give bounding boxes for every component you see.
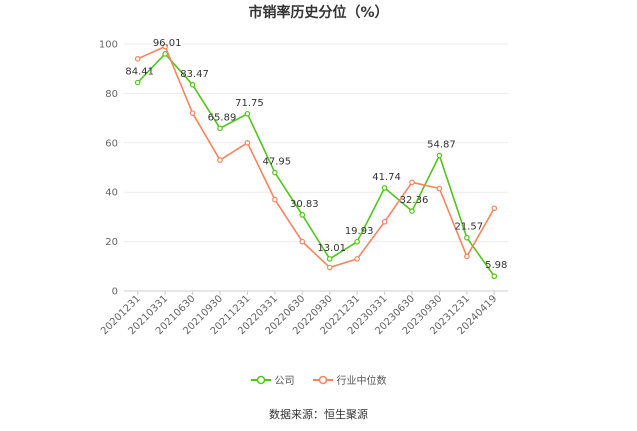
data-point-company <box>217 125 223 132</box>
legend-item-industry-median[interactable]: 行业中位数 <box>312 372 387 387</box>
chart-title: 市销率历史分位（%） <box>248 5 389 21</box>
series-line-company <box>137 53 495 277</box>
data-point-company <box>299 212 306 218</box>
data-point-company <box>491 273 498 280</box>
y-tick-label: 80 <box>105 89 118 100</box>
y-tick-label: 40 <box>105 188 118 199</box>
data-point-company <box>326 256 333 262</box>
data-point-company <box>189 82 196 88</box>
legend-line-orange-icon <box>312 375 333 384</box>
data-point-industry-median <box>162 43 168 50</box>
legend-label-industry-median: 行业中位数 <box>336 376 387 387</box>
y-tick-label: 20 <box>105 237 118 248</box>
data-point-industry-median <box>189 110 196 116</box>
data-point-industry-median <box>436 185 443 192</box>
data-label: 71.75 <box>235 98 264 109</box>
data-point-industry-median <box>464 253 470 260</box>
data-label: 32.36 <box>400 195 429 206</box>
y-tick-label: 100 <box>99 40 118 51</box>
data-label: 47.95 <box>263 157 292 168</box>
data-point-company <box>381 185 388 191</box>
data-label: 30.83 <box>290 199 319 210</box>
data-point-industry-median <box>409 179 415 186</box>
data-label: 41.74 <box>372 172 401 183</box>
data-label: 21.57 <box>455 222 484 233</box>
series-layer <box>134 43 498 280</box>
legend-item-company[interactable]: 公司 <box>250 372 295 387</box>
data-point-industry-median <box>272 196 278 203</box>
data-label: 83.47 <box>180 69 209 80</box>
data-point-industry-median <box>381 219 388 225</box>
data-point-company <box>436 152 443 159</box>
data-point-industry-median <box>244 140 251 146</box>
data-point-industry-median <box>134 56 141 62</box>
legend: 公司 行业中位数 <box>0 372 637 387</box>
data-point-industry-median <box>326 264 333 271</box>
data-point-company <box>272 169 278 176</box>
label-layer: 84.41 96.01 83.47 65.89 71.75 47.95 30.83 13.01… <box>125 38 507 271</box>
series-line-industry-median <box>137 45 495 269</box>
y-tick-label: 0 <box>112 287 118 298</box>
data-label: 19.93 <box>345 226 374 237</box>
data-point-company <box>354 238 360 245</box>
legend-label-company: 公司 <box>274 376 295 387</box>
data-point-industry-median <box>354 256 360 262</box>
data-label: 13.01 <box>317 243 346 254</box>
data-point-company <box>409 208 415 214</box>
data-label: 5.98 <box>485 260 507 271</box>
data-label: 65.89 <box>208 112 237 123</box>
data-point-company <box>134 79 141 86</box>
data-label: 96.01 <box>153 38 182 49</box>
data-point-company <box>244 110 251 117</box>
data-label: 54.87 <box>427 139 456 150</box>
data-label: 84.41 <box>125 67 154 78</box>
data-point-company <box>464 234 470 241</box>
legend-line-green-icon <box>250 375 271 384</box>
source-note: 数据来源：恒生聚源 <box>269 408 368 421</box>
data-point-industry-median <box>299 238 306 245</box>
grid-layer <box>124 43 508 292</box>
y-tick-label: 60 <box>105 138 118 149</box>
data-point-industry-median <box>217 157 223 163</box>
data-point-industry-median <box>491 205 498 212</box>
